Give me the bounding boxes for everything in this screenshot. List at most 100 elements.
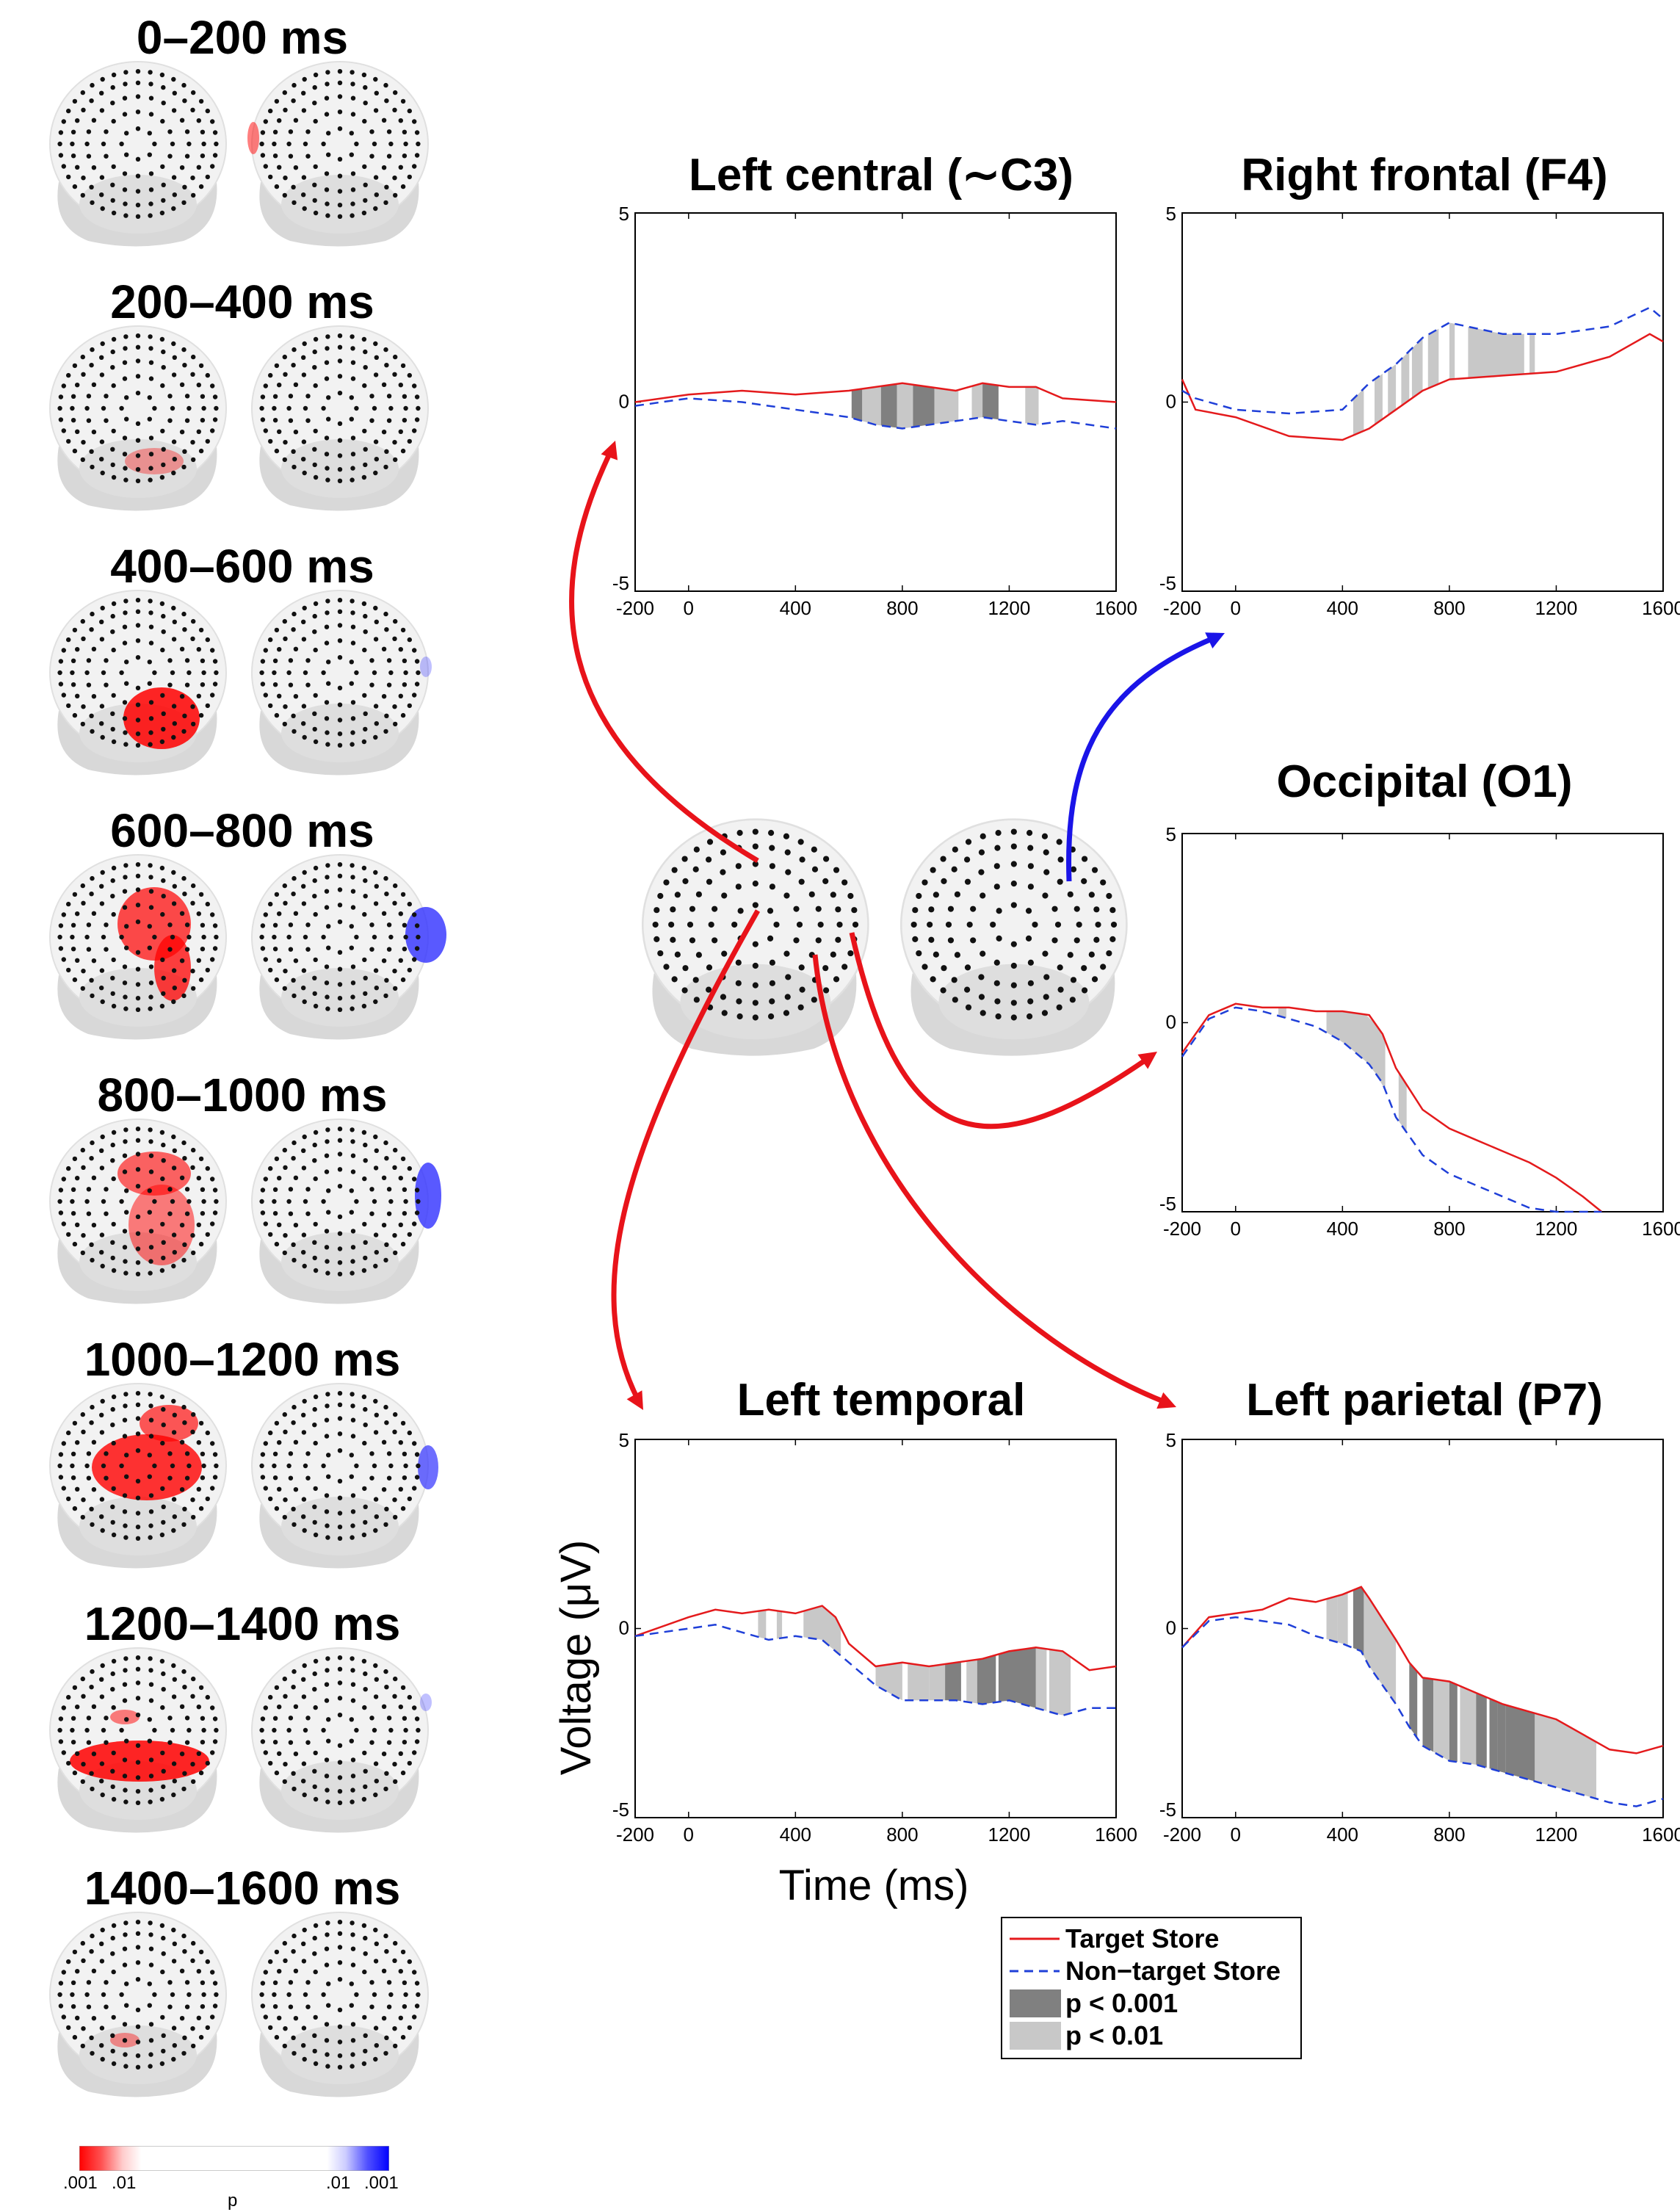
electrode-dot [90,1933,95,1939]
electrode-dot [100,605,105,611]
electrode-dot [305,1451,311,1456]
electrode-dot [148,1006,153,1011]
electrode-dot [372,405,377,411]
electrode-dot [196,693,201,698]
electrode-dot [119,1992,124,1998]
electrode-dot [111,1923,117,1929]
electrode-dot [369,658,374,663]
electrode-dot [210,693,215,698]
electrode-dot [84,934,90,940]
electrode-dot [160,428,165,434]
electrode-dot [833,976,840,983]
electrode-dot [337,1760,343,1765]
electrode-dot [99,175,105,180]
electrode-dot [124,131,129,136]
electrode-dot [147,924,152,929]
arrow-to-left-temporal [611,909,761,1410]
electrode-dot [135,1152,141,1157]
electrode-dot [205,438,210,444]
electrode-dot [205,1430,210,1436]
electrode-dot [123,466,128,471]
scalp-right-view [251,1647,432,1833]
electrode-dot [135,2053,141,2059]
electrode-dot [681,856,688,862]
electrode-dot [414,394,420,400]
electrode-dot [301,90,306,95]
electrode-dot [90,729,95,734]
electrode-dot [123,742,128,747]
electrode-dot [135,421,141,426]
electrode-dot [373,470,378,476]
significance-band [1353,1587,1364,1657]
electrode-dot [362,428,367,434]
significance-band [1337,1592,1348,1646]
electrode-dot [123,1259,128,1264]
electrode-dot [689,937,696,944]
electrode-dot [373,1497,379,1502]
electrode-dot [159,1268,165,1273]
significance-band [776,1611,783,1639]
electrode-dot [337,887,343,892]
electrode-dot [362,693,367,698]
electrode-dot [372,1463,377,1469]
electrode-dot [182,98,187,104]
electrode-dot [414,923,420,928]
electrode-dot [282,2043,287,2049]
electrode-dot [337,1246,343,1251]
electrode-dot [403,670,408,676]
electrode-dot [682,965,689,972]
electrode-dot [167,1475,173,1481]
electrode-dot [384,1506,389,1511]
electrode-dot [171,1694,177,1699]
electrode-dot [324,1962,330,1967]
x-tick-label: 400 [1327,1824,1358,1846]
electrode-dot [268,1496,273,1502]
electrode-dot [110,101,115,106]
electrode-dot [337,1680,343,1685]
electrode-dot [736,830,743,836]
electrode-dot [752,962,758,969]
electrode-dot [159,1923,165,1929]
electrode-dot [182,1242,187,1247]
electrode-dot [84,1727,90,1733]
electrode-dot [350,452,356,457]
electrode-dot [386,1187,392,1192]
electrode-dot [184,922,190,928]
electrode-dot [200,682,206,687]
electrode-dot [260,130,266,135]
electrode-dot [293,1223,299,1228]
electrode-dot [337,1743,343,1748]
electrode-dot [292,1669,297,1674]
electrode-dot [70,658,76,663]
electrode-dot [111,2061,117,2067]
scalp-right-view [899,818,1128,1056]
electrode-dot [398,1486,403,1492]
electrode-dot [205,174,210,180]
electrode-dot [797,839,804,845]
electrode-dot [171,175,177,180]
significance-band [1433,1679,1449,1761]
electrode-dot [119,670,124,676]
significance-blob-blue [420,1694,432,1711]
electrode-dot [135,1007,141,1012]
electrode-dot [171,1761,177,1766]
electrode-dot [147,945,152,950]
electrode-dot [148,1535,153,1540]
electrode-dot [99,883,104,889]
electrode-dot [212,923,218,928]
electrode-dot [182,977,187,983]
electrode-dot [181,347,187,353]
electrode-dot [363,991,368,997]
electrode-dot [350,477,355,482]
electrode-dot [993,883,1000,890]
electrode-dot [124,1717,129,1722]
electrode-dot [392,900,397,906]
electrode-dot [123,1668,128,1673]
electrode-dot [72,1506,78,1511]
electrode-dot [196,165,201,170]
electrode-dot [687,921,694,928]
electrode-dot [362,957,367,963]
electrode-dot [337,685,343,690]
electrode-dot [80,354,85,360]
electrode-dot [373,439,379,444]
